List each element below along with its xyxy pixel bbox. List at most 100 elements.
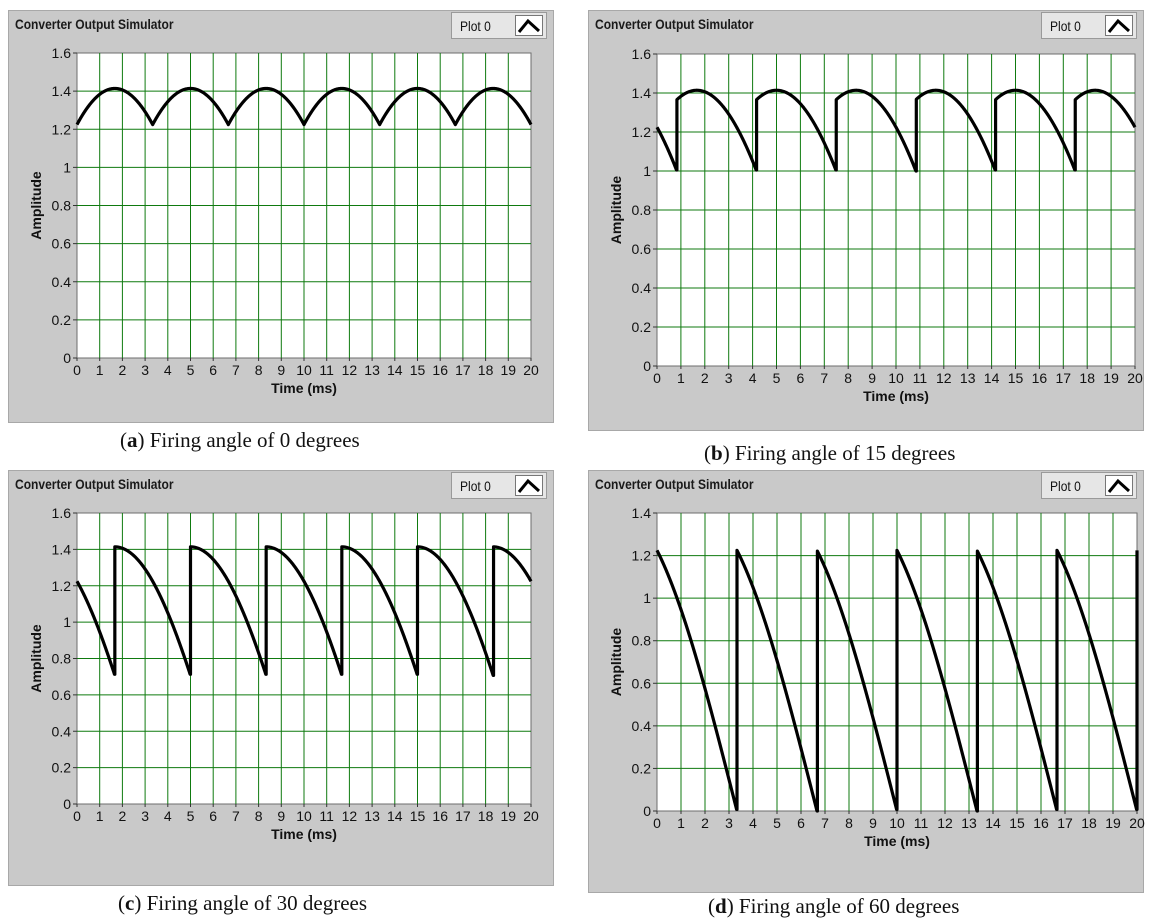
x-tick-label: 4 [749,815,757,831]
y-tick-label: 0.2 [632,760,652,776]
x-tick-label: 16 [1032,370,1048,386]
caption-letter: a [127,428,138,452]
y-axis-label: Amplitude [28,624,44,693]
plot-legend[interactable]: Plot 0 [451,472,547,499]
x-tick-label: 2 [119,808,127,824]
x-tick-label: 2 [701,370,709,386]
x-tick-label: 15 [410,808,426,824]
x-tick-label: 19 [501,362,517,378]
x-axis-label: Time (ms) [271,826,337,842]
y-tick-label: 1.2 [632,124,652,140]
x-tick-label: 5 [773,815,781,831]
chart-caption: (d) Firing angle of 60 degrees [708,894,960,918]
x-tick-label: 6 [209,808,217,824]
x-tick-label: 17 [455,808,471,824]
series-line [75,86,533,127]
x-tick-label: 8 [845,815,853,831]
caption-letter: c [125,891,135,915]
x-tick-label: 8 [844,370,852,386]
plot-line-icon[interactable] [1105,475,1133,496]
y-tick-label: 0.4 [52,723,72,739]
x-tick-label: 10 [888,370,904,386]
plot-legend[interactable]: Plot 0 [1041,12,1137,39]
chart-caption: (c) Firing angle of 30 degrees [118,891,368,915]
x-tick-label: 20 [1127,370,1143,386]
x-tick-label: 12 [342,362,358,378]
legend-label: Plot 0 [1050,478,1081,494]
x-tick-label: 13 [961,815,977,831]
x-tick-label: 3 [141,808,149,824]
x-tick-label: 10 [889,815,905,831]
y-tick-label: 0.4 [632,280,652,296]
legend-label: Plot 0 [1050,18,1081,34]
y-tick-label: 1.2 [632,548,652,564]
x-tick-label: 18 [1081,815,1097,831]
y-tick-label: 0.6 [632,241,652,257]
x-tick-label: 6 [209,362,217,378]
y-tick-label: 0.8 [632,202,652,218]
x-tick-label: 15 [1008,370,1024,386]
x-tick-label: 12 [936,370,952,386]
caption-text: ) Firing angle of 15 degrees [722,441,956,465]
x-tick-label: 7 [232,808,240,824]
x-tick-label: 14 [387,362,403,378]
x-tick-label: 0 [653,815,661,831]
y-tick-label: 0.2 [632,319,652,335]
x-tick-label: 5 [773,370,781,386]
x-tick-label: 5 [187,362,195,378]
plot-legend[interactable]: Plot 0 [451,12,547,39]
series-line [75,545,533,678]
x-tick-label: 4 [164,362,172,378]
y-tick-label: 1.2 [52,578,72,594]
x-tick-label: 5 [187,808,195,824]
y-tick-label: 0.6 [52,687,72,703]
x-tick-label: 18 [1079,370,1095,386]
series-line [655,548,1139,813]
x-tick-label: 15 [1009,815,1025,831]
x-tick-label: 7 [821,815,829,831]
plot-line-icon[interactable] [515,15,543,36]
x-tick-label: 11 [913,370,928,386]
x-tick-label: 14 [984,370,1000,386]
x-tick-label: 7 [820,370,828,386]
x-tick-label: 3 [725,370,733,386]
x-tick-label: 1 [677,370,685,386]
y-tick-label: 0.2 [52,760,72,776]
x-tick-label: 8 [255,808,263,824]
x-tick-label: 2 [701,815,709,831]
x-tick-label: 3 [141,362,149,378]
x-tick-label: 9 [868,370,876,386]
chart-caption: (b) Firing angle of 15 degrees [704,441,956,465]
x-tick-label: 6 [797,815,805,831]
x-tick-label: 14 [985,815,1001,831]
plot-line-icon[interactable] [1105,15,1133,36]
y-tick-label: 1 [63,614,71,630]
y-tick-label: 1 [643,163,651,179]
x-tick-label: 18 [478,362,494,378]
x-tick-label: 13 [960,370,976,386]
x-tick-label: 4 [749,370,757,386]
x-tick-label: 20 [1129,815,1145,831]
x-tick-label: 3 [725,815,733,831]
y-tick-label: 0 [643,803,651,819]
y-tick-label: 1.4 [52,541,72,557]
plot-line-icon[interactable] [515,475,543,496]
caption-letter: b [711,441,723,465]
x-tick-label: 11 [319,362,334,378]
x-tick-label: 1 [96,808,104,824]
x-tick-label: 7 [232,362,240,378]
plot-legend[interactable]: Plot 0 [1041,472,1137,499]
series-line [655,88,1137,173]
y-tick-label: 0 [63,796,71,812]
y-tick-label: 1.6 [52,505,72,521]
x-tick-label: 12 [342,808,358,824]
y-tick-label: 1.6 [632,46,652,62]
x-tick-label: 1 [677,815,685,831]
x-tick-label: 13 [364,362,380,378]
y-tick-label: 1.6 [52,45,72,61]
line-chart: 0 1 2 3 4 5 6 7 8 9 10 11 12 13 14 15 16 17 18 19 2000.20.40… [28,505,539,842]
line-chart: 0 1 2 3 4 5 6 7 8 9 10 11 12 13 14 15 16 17 18 19 2000.20.40… [608,46,1143,404]
y-tick-label: 0.8 [52,198,72,214]
